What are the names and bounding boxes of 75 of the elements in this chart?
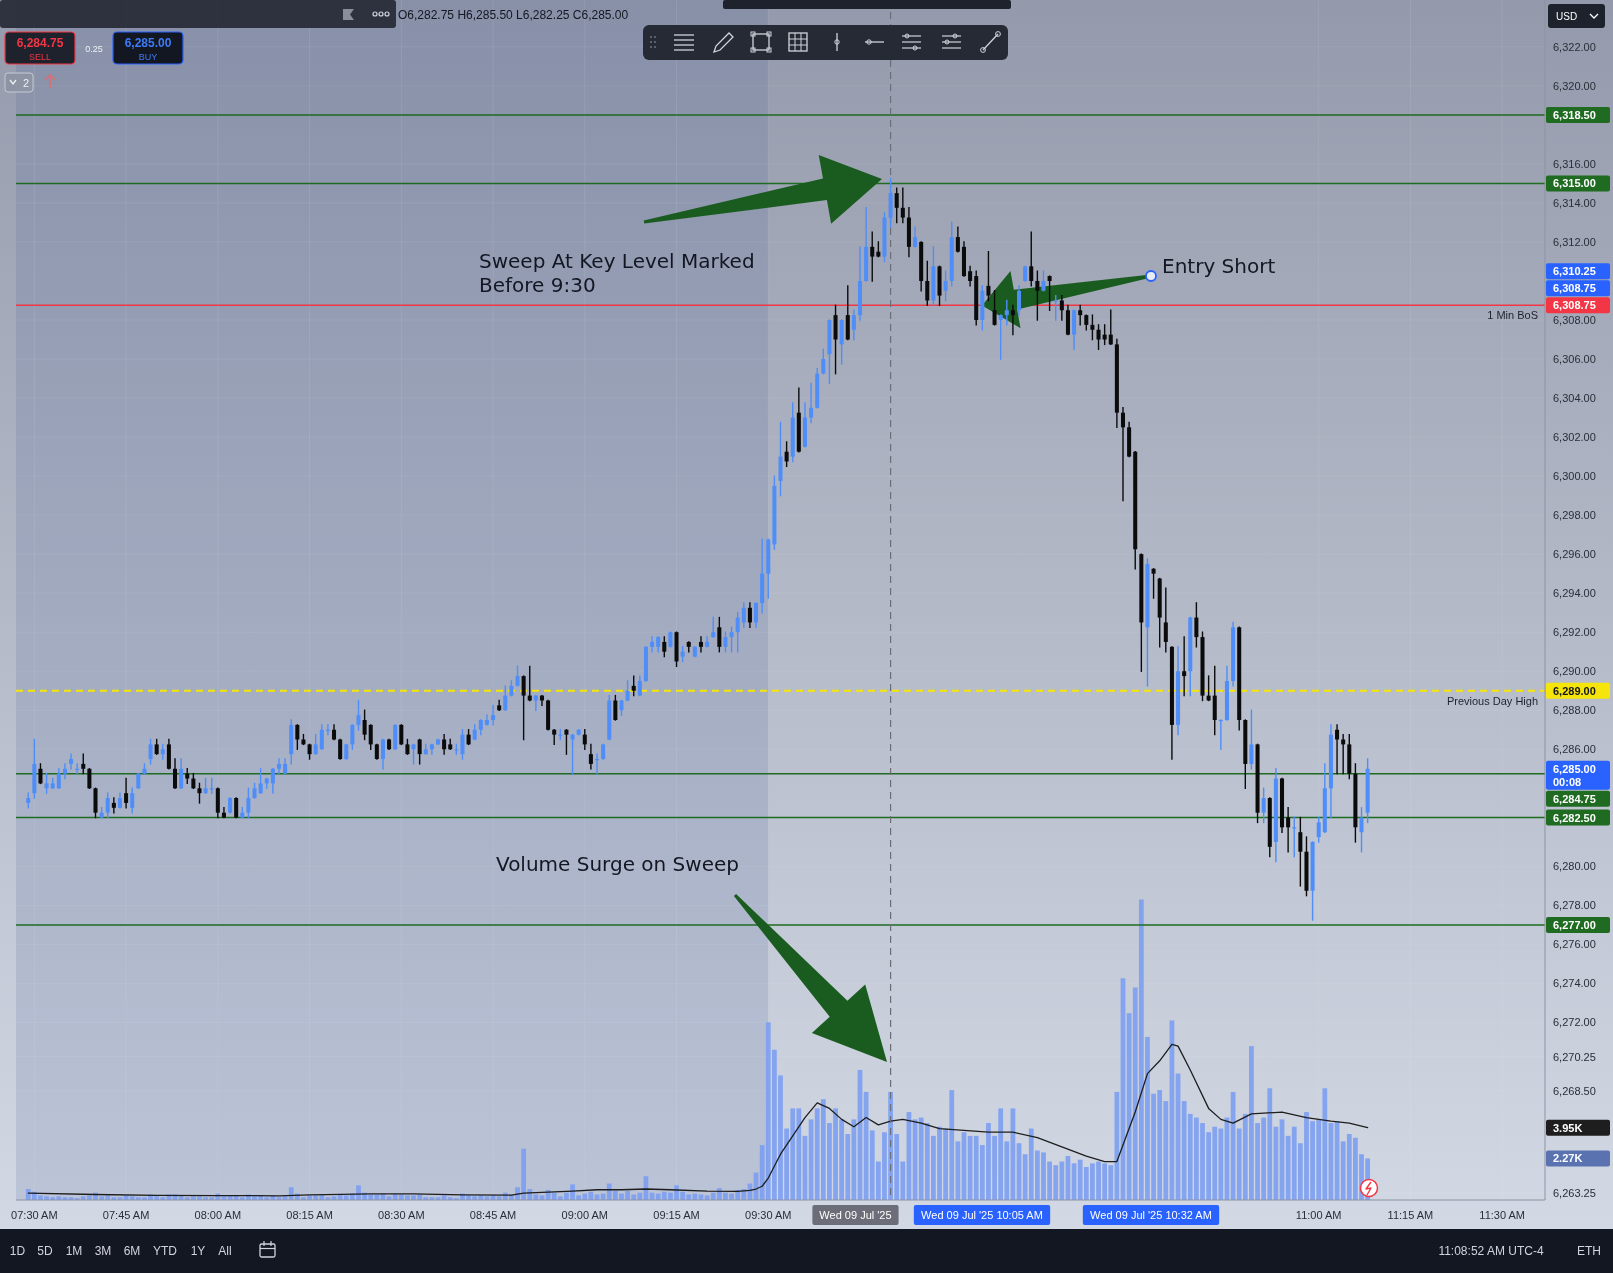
ref-line-label: 6,277.00 (1553, 918, 1596, 931)
text: YTD (153, 1244, 178, 1258)
y-tick-label: 6,322.00 (1553, 40, 1596, 53)
y-tick-label: 6,302.00 (1553, 431, 1596, 444)
y-tick-label: 6,312.00 (1553, 235, 1596, 248)
x-tick-label: 08:00 AM (194, 1209, 242, 1221)
y-tick-label: 6,274.00 (1553, 977, 1596, 990)
y2-tick-label: 2.27K (1553, 1152, 1583, 1165)
x-tick-label: 07:45 AM (102, 1209, 150, 1221)
y-tick-label: 6,298.00 (1553, 509, 1596, 522)
x-tick-label: 09:00 AM (561, 1209, 609, 1221)
ref-line-label: 1 Min BoS (1487, 309, 1538, 322)
x-tick-label: 11:15 AM (1387, 1209, 1434, 1221)
y-tick-label: 6,278.00 (1553, 899, 1596, 912)
x-tick-label: 11:30 AM (1479, 1209, 1526, 1221)
y-tick-label: 6,316.00 (1553, 157, 1596, 170)
annotation: Volume Surge on Sweep (496, 852, 739, 876)
text: Wed 09 Jul '25 10:05 AM (921, 1209, 1043, 1221)
text: 1Y (190, 1244, 206, 1258)
text: All (218, 1244, 232, 1258)
x-tick-label: 09:15 AM (653, 1209, 700, 1221)
text: 1M (65, 1244, 83, 1258)
text: 6,310.25 (1553, 265, 1596, 278)
text: 3M (94, 1244, 112, 1258)
text: 1D (9, 1244, 26, 1258)
y-tick-label: 6,272.00 (1553, 1016, 1596, 1029)
y-tick-label: 6,268.50 (1553, 1084, 1596, 1097)
ref-line-label: 6,315.00 (1553, 177, 1596, 190)
ref-line-label: 6,282.50 (1553, 811, 1596, 824)
annotation: 6,284.75 (16, 36, 64, 50)
text: 00:08 (1553, 775, 1582, 788)
x-tick-label: 08:15 AM (286, 1209, 333, 1221)
y-tick-label: 6,280.00 (1553, 860, 1596, 873)
annotation: 2 (22, 77, 30, 89)
y-tick-label: 6,286.00 (1553, 743, 1596, 756)
y-tick-label: 6,288.00 (1553, 704, 1596, 717)
x-tick-label: 08:45 AM (469, 1209, 517, 1221)
annotation: 6,285.00 (124, 36, 172, 50)
y-tick-label: 6,320.00 (1553, 79, 1596, 92)
y-tick-label: 6,289.00 (1553, 684, 1596, 697)
ref-line-label: Wed 09 Jul '25 (819, 1209, 892, 1221)
text: ETH (1577, 1244, 1601, 1258)
ref-line-label: 6,318.50 (1553, 109, 1596, 122)
text: 6,285.00 (1553, 762, 1596, 775)
text: 6M (123, 1244, 141, 1258)
annotation: BUY (138, 52, 158, 62)
y-tick-label: 6,314.00 (1553, 196, 1596, 209)
y-tick-label: 6,292.00 (1553, 626, 1596, 639)
y-tick-label: 6,308.00 (1553, 314, 1596, 326)
x-tick-label: 09:30 AM (745, 1209, 792, 1221)
y-tick-label: 6,296.00 (1553, 548, 1596, 561)
y-tick-label: 6,306.00 (1553, 353, 1596, 366)
annotation: SELL (28, 52, 52, 62)
y-tick-label: 6,276.00 (1553, 938, 1596, 951)
annotation: Entry Short (1162, 253, 1276, 278)
y-tick-label: 6,263.25 (1553, 1187, 1596, 1200)
y-tick-label: 6,294.00 (1553, 587, 1596, 600)
x-tick-label: 07:30 AM (11, 1209, 58, 1221)
annotation: Sweep At Key Level Marked Before 9:30 (479, 249, 755, 297)
annotation: O6,282.75 H6,285.50 L6,282.25 C6,285.00 (398, 8, 629, 22)
y-tick-label: 6,304.00 (1553, 392, 1596, 405)
y2-tick-label: 3.95K (1553, 1121, 1583, 1134)
text: 11:08:52 AM UTC-4 (1438, 1244, 1544, 1258)
y-tick-label: 6,308.75 (1553, 299, 1596, 312)
text: 5D (37, 1244, 53, 1258)
annotation: 0.25 (85, 44, 103, 54)
y-tick-label: 6,300.00 (1553, 470, 1596, 483)
ref-line-label: Previous Day High (1446, 694, 1538, 707)
y-tick-label: 6,290.00 (1553, 665, 1596, 678)
ref-line-label: 6,284.75 (1553, 792, 1596, 805)
text: Wed 09 Jul '25 10:32 AM (1090, 1209, 1212, 1221)
x-tick-label: 08:30 AM (378, 1209, 425, 1221)
text: USD (1556, 10, 1578, 22)
y-tick-label: 6,270.25 (1553, 1050, 1596, 1063)
x-tick-label: 11:00 AM (1295, 1209, 1342, 1221)
